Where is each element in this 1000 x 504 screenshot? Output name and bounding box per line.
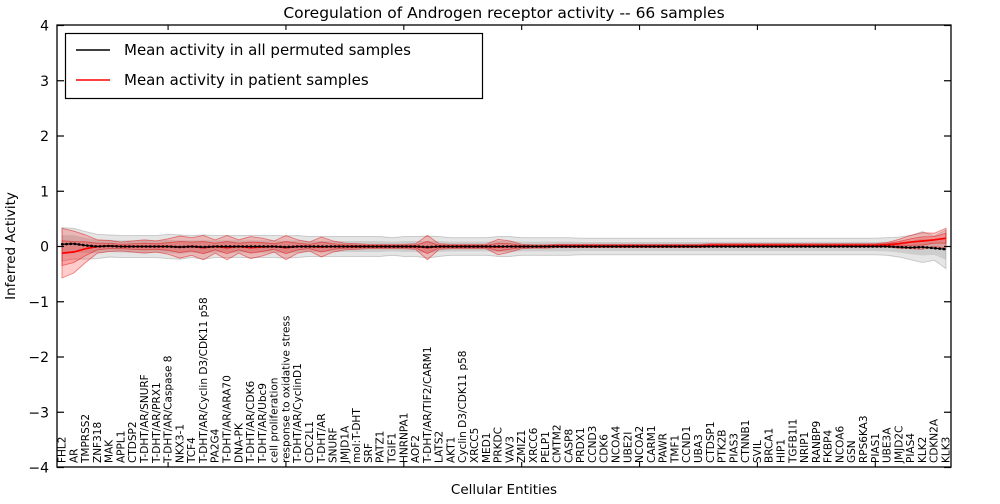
x-tick-label: PRDX1 <box>575 427 587 463</box>
y-tick-label: 2 <box>40 129 49 145</box>
x-tick-label: NCOA6 <box>834 426 846 463</box>
x-tick-label: UBE3A <box>882 427 894 463</box>
x-tick-label: LATS2 <box>434 431 446 463</box>
x-tick-label: FKBP4 <box>823 430 835 463</box>
confidence-band-permuted-outer <box>61 227 947 270</box>
x-tick-label: T-DHT/AR/Ubc9 <box>257 383 269 464</box>
x-tick-label: CARM1 <box>646 425 658 463</box>
x-tick-label: T-DHT/AR/ARA70 <box>222 375 234 464</box>
legend-label-permuted-samples: Mean activity in all permuted samples <box>124 41 411 59</box>
x-tick-label: RANBP9 <box>811 421 823 463</box>
chart-title: Coregulation of Androgen receptor activi… <box>283 4 724 22</box>
x-tick-label: CTDSP1 <box>705 421 717 463</box>
x-tick-label: SRF <box>363 443 375 463</box>
x-tick-label: CCND1 <box>681 426 693 463</box>
x-tick-label: AKT1 <box>445 437 457 463</box>
y-tick-label: −2 <box>28 350 49 366</box>
x-axis-label: Cellular Entities <box>451 482 557 498</box>
x-tick-label: GSN <box>846 440 858 463</box>
x-tick-label: SNURF <box>328 427 340 463</box>
x-tick-label: XRCC6 <box>528 427 540 463</box>
x-tick-label: PA2G4 <box>210 428 222 463</box>
x-tick-label: XRCC5 <box>469 428 481 463</box>
legend: Mean activity in all permuted samples Me… <box>64 32 484 100</box>
x-tick-label: CASP8 <box>563 429 575 463</box>
x-tick-label: Cyclin D3/CDK11 p58 <box>457 351 469 463</box>
x-tick-label: JMJD2C <box>893 426 905 464</box>
x-tick-label: T-DHT/AR/PRX1 <box>151 382 163 464</box>
x-tick-label: TGFB1I1 <box>787 419 799 464</box>
x-tick-label: T-DHT/AR/CDK6 <box>245 381 257 464</box>
x-tick-label: PATZ1 <box>375 431 387 463</box>
x-tick-label: MAK <box>104 439 116 463</box>
legend-label-patient-samples: Mean activity in patient samples <box>124 71 369 89</box>
x-tick-label: PTK2B <box>717 429 729 463</box>
x-tick-label: FHL2 <box>57 437 69 463</box>
x-tick-label: T-DHT/AR <box>316 413 328 464</box>
x-tick-label: NCOA4 <box>610 426 622 463</box>
x-tick-label: MED1 <box>481 433 493 463</box>
x-tick-label: CCND3 <box>587 426 599 463</box>
y-tick-label: −4 <box>28 461 49 477</box>
y-tick-label: 1 <box>40 184 49 200</box>
y-tick-label: 3 <box>40 74 49 90</box>
x-tick-label: KLK3 <box>941 437 953 463</box>
confidence-band-patient-outer <box>61 227 947 279</box>
x-tick-label: SVIL <box>752 440 764 463</box>
x-tick-label: UBA3 <box>693 434 705 463</box>
x-tick-label: T-DHT/AR/Cyclin D3/CDK11 p58 <box>198 297 210 464</box>
x-tick-label: HIP1 <box>775 439 787 463</box>
x-tick-label: NRIP1 <box>799 432 811 463</box>
x-tick-label: NCOA2 <box>634 426 646 463</box>
x-tick-label: HNRNPA1 <box>398 413 410 463</box>
confidence-band-patient-inner <box>61 232 947 267</box>
x-tick-label: PIAS4 <box>905 433 917 463</box>
x-tick-label: CTDSP2 <box>127 421 139 463</box>
x-tick-label: UBE2I <box>622 432 634 463</box>
x-tick-label: DNA-PK <box>233 422 245 463</box>
x-tick-label: TCF4 <box>186 437 198 464</box>
x-tick-label: TMF1 <box>669 435 681 464</box>
x-tick-label: APPL1 <box>115 431 127 463</box>
x-tick-label: PRKDC <box>493 427 505 463</box>
x-tick-label: PAWR <box>658 433 670 463</box>
y-tick-label: −1 <box>28 295 49 311</box>
x-tick-label: ZMIZ1 <box>516 430 528 463</box>
x-tick-label: KLK2 <box>917 437 929 463</box>
x-tick-label: T-DHT/AR/CyclinD1 <box>292 363 304 464</box>
x-tick-label: CDK6 <box>599 434 611 463</box>
x-tick-label: T-DHT/AR/Caspase 8 <box>163 356 175 464</box>
y-tick-label: 0 <box>40 240 49 256</box>
x-tick-label: JMJD1A <box>339 425 351 464</box>
x-tick-label: T-DHT/AR/TIF2/CARM1 <box>422 346 434 464</box>
x-tick-label: AR <box>68 449 80 463</box>
x-tick-label: CMTM2 <box>552 424 564 463</box>
x-tick-label: TMPRSS2 <box>80 414 92 464</box>
x-tick-label: PIAS3 <box>728 433 740 463</box>
x-tick-label: TGIF1 <box>387 433 399 464</box>
y-axis-label: Inferred Activity <box>3 192 19 300</box>
x-tick-label: CDKN2A <box>929 418 941 463</box>
mean-line-permuted-markers <box>60 242 948 251</box>
y-tick-label: −3 <box>28 405 49 421</box>
x-tick-label: AOF2 <box>410 435 422 463</box>
plot-area: −4 −3 −2 −1 0 1 2 3 4 FHL2 AR TMPRSS2 ZNF318 MAK APPL1… <box>28 19 952 477</box>
x-tick-label: T-DHT/AR/SNURF <box>139 374 151 464</box>
x-tick-label: PELP1 <box>540 431 552 463</box>
x-tick-label: RPS6KA3 <box>858 415 870 463</box>
legend-box <box>64 32 484 100</box>
x-tick-label: PIAS1 <box>870 433 882 463</box>
x-tick-label: mol:T-DHT <box>351 408 363 463</box>
x-tick-label: CTNNB1 <box>740 420 752 463</box>
x-tick-label: BRCA1 <box>764 428 776 463</box>
x-tick-label: NKX3-1 <box>174 424 186 463</box>
x-tick-label: CDC2L1 <box>304 421 316 463</box>
x-tick-label: ZNF318 <box>92 422 104 463</box>
x-tick-label: response to oxidative stress <box>280 316 292 463</box>
x-tick-label: VAV3 <box>504 436 516 463</box>
x-tick-label: cell proliferation <box>269 378 281 463</box>
y-tick-label: 4 <box>40 19 49 35</box>
